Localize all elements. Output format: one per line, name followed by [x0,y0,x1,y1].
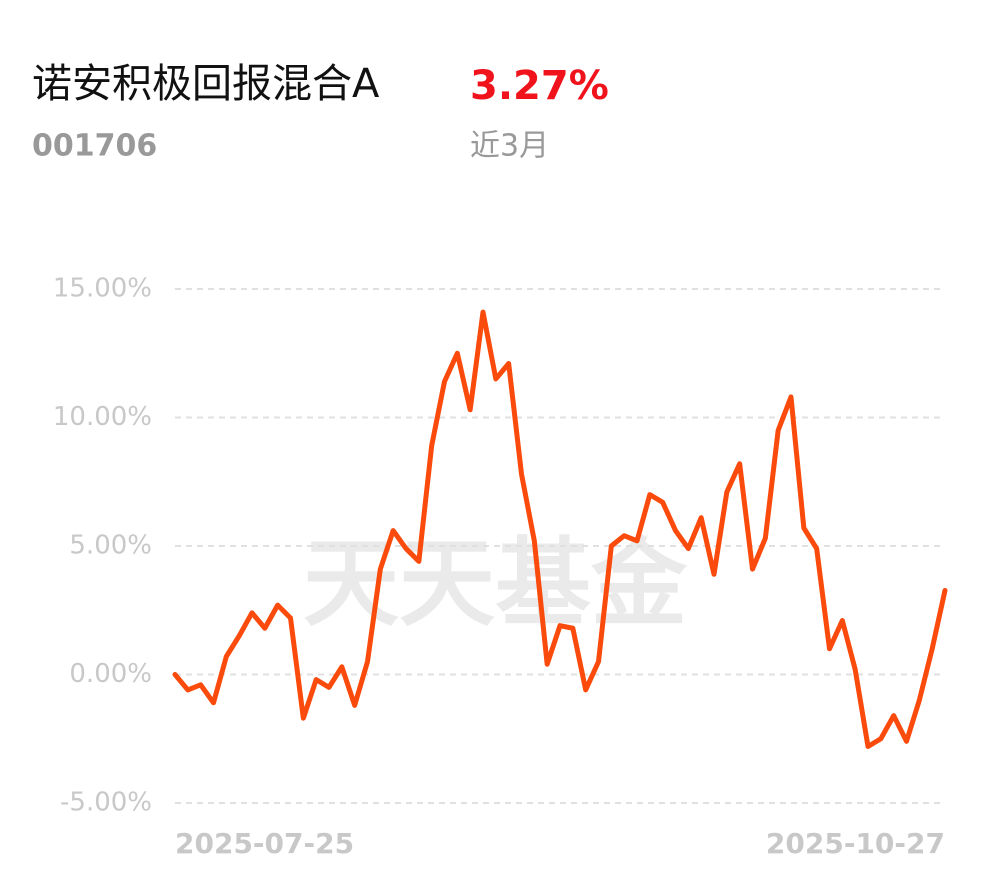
period: 近3月 [470,129,549,164]
y-tick-label: 0.00% [69,659,152,689]
y-tick-label: 15.00% [53,274,152,304]
fund-code: 001706 [32,129,157,164]
x-tick-label: 2025-07-25 [175,827,354,860]
period-return: 3.27% [470,63,609,109]
y-tick-label: -5.00% [60,788,152,818]
y-tick-label: 10.00% [53,402,152,432]
fund-name: 诺安积极回报混合A [32,61,380,107]
y-tick-label: 5.00% [69,531,152,561]
watermark: 天天基金 [303,527,688,639]
series-line [172,309,948,749]
x-tick-label: 2025-10-27 [766,827,945,860]
